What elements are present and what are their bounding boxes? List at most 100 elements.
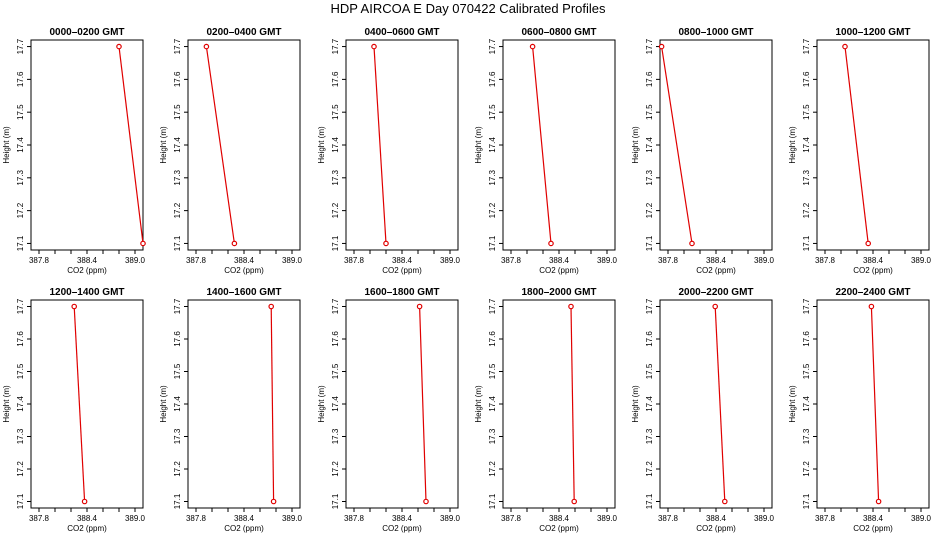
panel-4: 0800–1000 GMT 387.8 388.4 389.0 CO2 (ppm) 17.… [631,27,775,275]
panel-title: 2200–2400 GMT [835,287,910,298]
plot-frame [30,39,144,251]
x-tick-label: 387.8 [344,514,365,523]
x-tick-label: 387.8 [29,256,50,265]
data-point [842,43,848,50]
series-line [532,46,552,244]
y-tick-label: 17.2 [645,461,654,477]
series-line [73,306,86,502]
y-tick-label: 17.5 [645,363,654,379]
y-axis-label: Height (m) [159,385,168,423]
data-point [71,303,78,310]
y-tick-label: 17.5 [331,363,340,379]
x-axis-label: CO2 (ppm) [382,266,422,275]
y-tick-label: 17.1 [645,235,654,251]
x-axis-label: CO2 (ppm) [67,524,107,533]
series-line [870,306,880,502]
figure-title: HDP AIRCOA E Day 070422 Calibrated Profi… [330,1,606,16]
x-tick-label: 389.0 [597,256,618,265]
y-tick-label: 17.7 [645,298,654,314]
series-line [270,306,275,502]
y-axis-label: Height (m) [788,126,797,164]
panel-1: 0200–0400 GMT 387.8 388.4 389.0 CO2 (ppm) 17.… [159,27,303,275]
y-tick-label: 17.2 [173,202,182,218]
y-tick-label: 17.1 [331,493,340,509]
y-tick-label: 17.3 [16,428,25,444]
y-tick-label: 17.7 [488,38,497,54]
plot-frame [30,299,144,509]
y-tick-label: 17.2 [488,202,497,218]
y-tick-label: 17.7 [802,298,811,314]
y-tick-label: 17.7 [173,298,182,314]
plot-frame [816,39,930,251]
x-tick-label: 389.0 [440,256,461,265]
panel-title: 1600–1800 GMT [364,287,439,298]
series-line [714,306,726,502]
data-point [865,240,872,247]
y-tick-label: 17.3 [488,428,497,444]
plot-frame [187,299,301,509]
x-axis-label: CO2 (ppm) [853,524,893,533]
x-tick-label: 387.8 [815,256,836,265]
y-tick-label: 17.5 [16,363,25,379]
y-tick-label: 17.2 [16,202,25,218]
data-point [568,303,574,310]
y-tick-label: 17.2 [802,461,811,477]
panel-title: 2000–2200 GMT [678,287,753,298]
y-tick-label: 17.2 [331,202,340,218]
data-point [529,43,536,50]
y-tick-label: 17.4 [645,137,654,153]
x-tick-label: 389.0 [911,256,932,265]
y-tick-label: 17.4 [331,396,340,412]
panel-0: 0000–0200 GMT 387.8 388.4 389.0 CO2 (ppm) 17.… [2,27,146,275]
x-tick-label: 388.4 [77,514,98,523]
y-tick-label: 17.6 [802,331,811,347]
plot-frame [345,299,459,509]
x-tick-label: 388.4 [77,256,98,265]
x-axis-label: CO2 (ppm) [853,266,893,275]
y-tick-label: 17.7 [802,38,811,54]
y-tick-label: 17.4 [173,137,182,153]
y-tick-label: 17.7 [16,298,25,314]
y-tick-label: 17.1 [645,493,654,509]
y-tick-label: 17.6 [645,71,654,87]
y-tick-label: 17.1 [173,493,182,509]
x-tick-label: 389.0 [282,256,303,265]
y-axis-label: Height (m) [2,126,11,164]
panel-title: 0600–0800 GMT [521,27,596,38]
y-tick-label: 17.5 [645,104,654,120]
y-tick-label: 17.7 [645,38,654,54]
y-tick-label: 17.1 [802,235,811,251]
x-tick-label: 389.0 [282,514,303,523]
y-tick-label: 17.4 [488,137,497,153]
x-axis-label: CO2 (ppm) [67,266,107,275]
panel-title: 1200–1400 GMT [49,287,124,298]
x-axis-label: CO2 (ppm) [224,524,264,533]
y-tick-label: 17.6 [488,71,497,87]
y-tick-label: 17.4 [802,396,811,412]
x-tick-label: 388.4 [549,256,570,265]
data-point [81,498,88,505]
y-tick-label: 17.6 [331,331,340,347]
y-axis-label: Height (m) [474,126,483,164]
panel-title: 1000–1200 GMT [835,27,910,38]
y-tick-label: 17.6 [488,331,497,347]
data-point [571,498,578,505]
y-axis-label: Height (m) [631,126,640,164]
data-point [203,43,210,50]
x-tick-label: 387.8 [186,514,207,523]
series-line [205,46,235,244]
data-point [712,303,719,310]
data-point [875,498,882,505]
panel-9: 1800–2000 GMT 387.8 388.4 389.0 CO2 (ppm) 17.… [474,287,618,533]
y-tick-label: 17.5 [331,104,340,120]
panel-title: 0800–1000 GMT [678,27,753,38]
data-point [231,240,238,247]
y-tick-label: 17.2 [802,202,811,218]
x-tick-label: 388.4 [392,256,413,265]
y-tick-label: 17.3 [645,169,654,185]
panel-5: 1000–1200 GMT 387.8 388.4 389.0 CO2 (ppm) 17.… [788,27,932,275]
data-point [116,43,122,50]
x-tick-label: 388.4 [234,256,255,265]
y-tick-label: 17.6 [173,331,182,347]
